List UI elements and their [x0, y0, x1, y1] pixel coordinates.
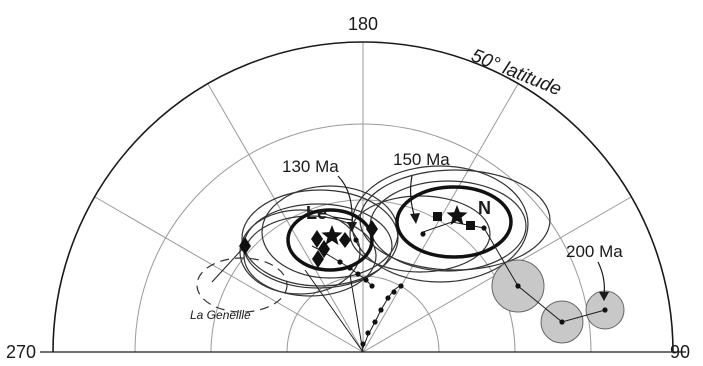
la-geneille-ellipse	[196, 257, 288, 313]
le-leader-line	[332, 216, 353, 221]
arrow-heads	[347, 213, 609, 301]
outer-circle	[52, 41, 674, 353]
azimuth-label-top: 180	[348, 14, 378, 34]
diamond-symbols	[239, 220, 378, 268]
pole-label-n: N	[478, 198, 491, 218]
le-mean-pole-star	[321, 225, 343, 245]
latitude-label: 50° latitude	[468, 45, 564, 100]
azimuth-label-right: 90	[670, 342, 690, 361]
pole-label-le: Le	[306, 203, 327, 223]
le-pole-ellipse-bold	[286, 208, 374, 272]
age-label-200ma: 200 Ma	[566, 242, 623, 261]
n-pole-ellipse-bold	[395, 185, 513, 259]
age-label-130ma: 130 Ma	[282, 157, 339, 176]
pole-dots	[337, 225, 608, 347]
azimuth-label-left: 270	[6, 342, 36, 361]
age-label-150ma: 150 Ma	[393, 150, 450, 169]
site-label-la-geneille: La Geneille	[190, 308, 251, 322]
square-symbols	[433, 212, 475, 230]
n-mean-pole-star	[446, 205, 468, 225]
grey-confidence-circles	[491, 259, 625, 344]
